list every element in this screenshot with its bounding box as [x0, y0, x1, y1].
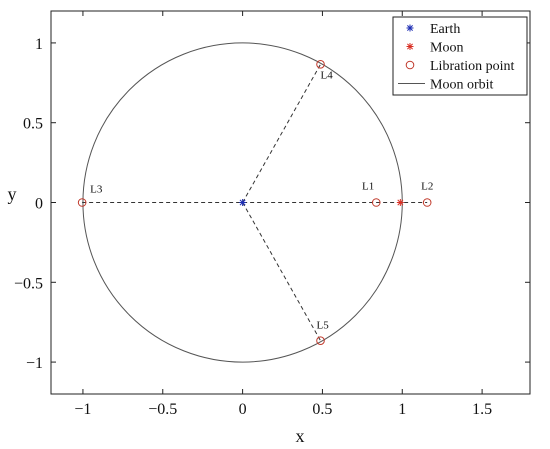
- x-tick-label: 0: [239, 401, 247, 418]
- earth-marker-stroke: [239, 199, 246, 206]
- y-tick-label: 0.5: [23, 116, 43, 133]
- libration-point-marker-l5: [316, 336, 325, 345]
- axes-box: [50, 10, 531, 395]
- y-tick-label: 1: [35, 36, 43, 53]
- dashed-connector-line: [242, 64, 321, 203]
- x-tick-label: 0.5: [312, 401, 332, 418]
- legend-label-earth: Earth: [430, 22, 460, 37]
- plot-content: L1 L2 L3 L4 L5: [77, 42, 433, 363]
- x-tick-label: −1: [74, 401, 91, 418]
- legend-marker-earth: [406, 24, 414, 32]
- legend-label-libration-point: Libration point: [430, 59, 514, 74]
- moon-marker: [396, 199, 404, 206]
- libration-point-marker-l3: [77, 198, 87, 207]
- libration-point-label-l2: L2: [421, 181, 433, 193]
- libration-point-label-l1: L1: [362, 181, 374, 193]
- legend-label-moon-orbit: Moon orbit: [430, 78, 494, 93]
- axis-ticks: −1 −0.5 0 0.5 1 1.5 1 0.5 0 −0.5 −1: [14, 11, 530, 418]
- dashed-connector-line: [242, 202, 321, 341]
- x-tick-label: 1.5: [472, 401, 492, 418]
- x-axis-label: x: [296, 426, 305, 446]
- y-axis-label: y: [8, 184, 17, 204]
- legend-label-moon: Moon: [430, 41, 463, 56]
- y-tick-label: −1: [26, 355, 43, 372]
- libration-point-marker-l4: [316, 60, 325, 69]
- y-tick-label: −0.5: [14, 275, 43, 292]
- libration-point-marker-l1: [371, 198, 381, 207]
- x-tick-label: 1: [398, 401, 406, 418]
- libration-point-label-l4: L4: [321, 69, 334, 81]
- legend-marker-moon: [406, 43, 414, 50]
- legend-box: [392, 16, 528, 96]
- libration-point-marker-l2: [422, 198, 432, 207]
- libration-point-label-l5: L5: [317, 320, 330, 332]
- x-tick-label: −0.5: [148, 401, 177, 418]
- legend: Earth Moon Libration point Moon orbit: [392, 16, 528, 96]
- legend-marker-libration-point: [405, 60, 415, 70]
- y-tick-label: 0: [35, 196, 43, 213]
- legend-marker-earth-stroke: [407, 25, 413, 31]
- earth-marker: [239, 199, 247, 206]
- legend-marker-moon-stroke: [407, 43, 413, 50]
- moon-marker-stroke: [397, 199, 404, 206]
- libration-point-label-l3: L3: [90, 184, 103, 196]
